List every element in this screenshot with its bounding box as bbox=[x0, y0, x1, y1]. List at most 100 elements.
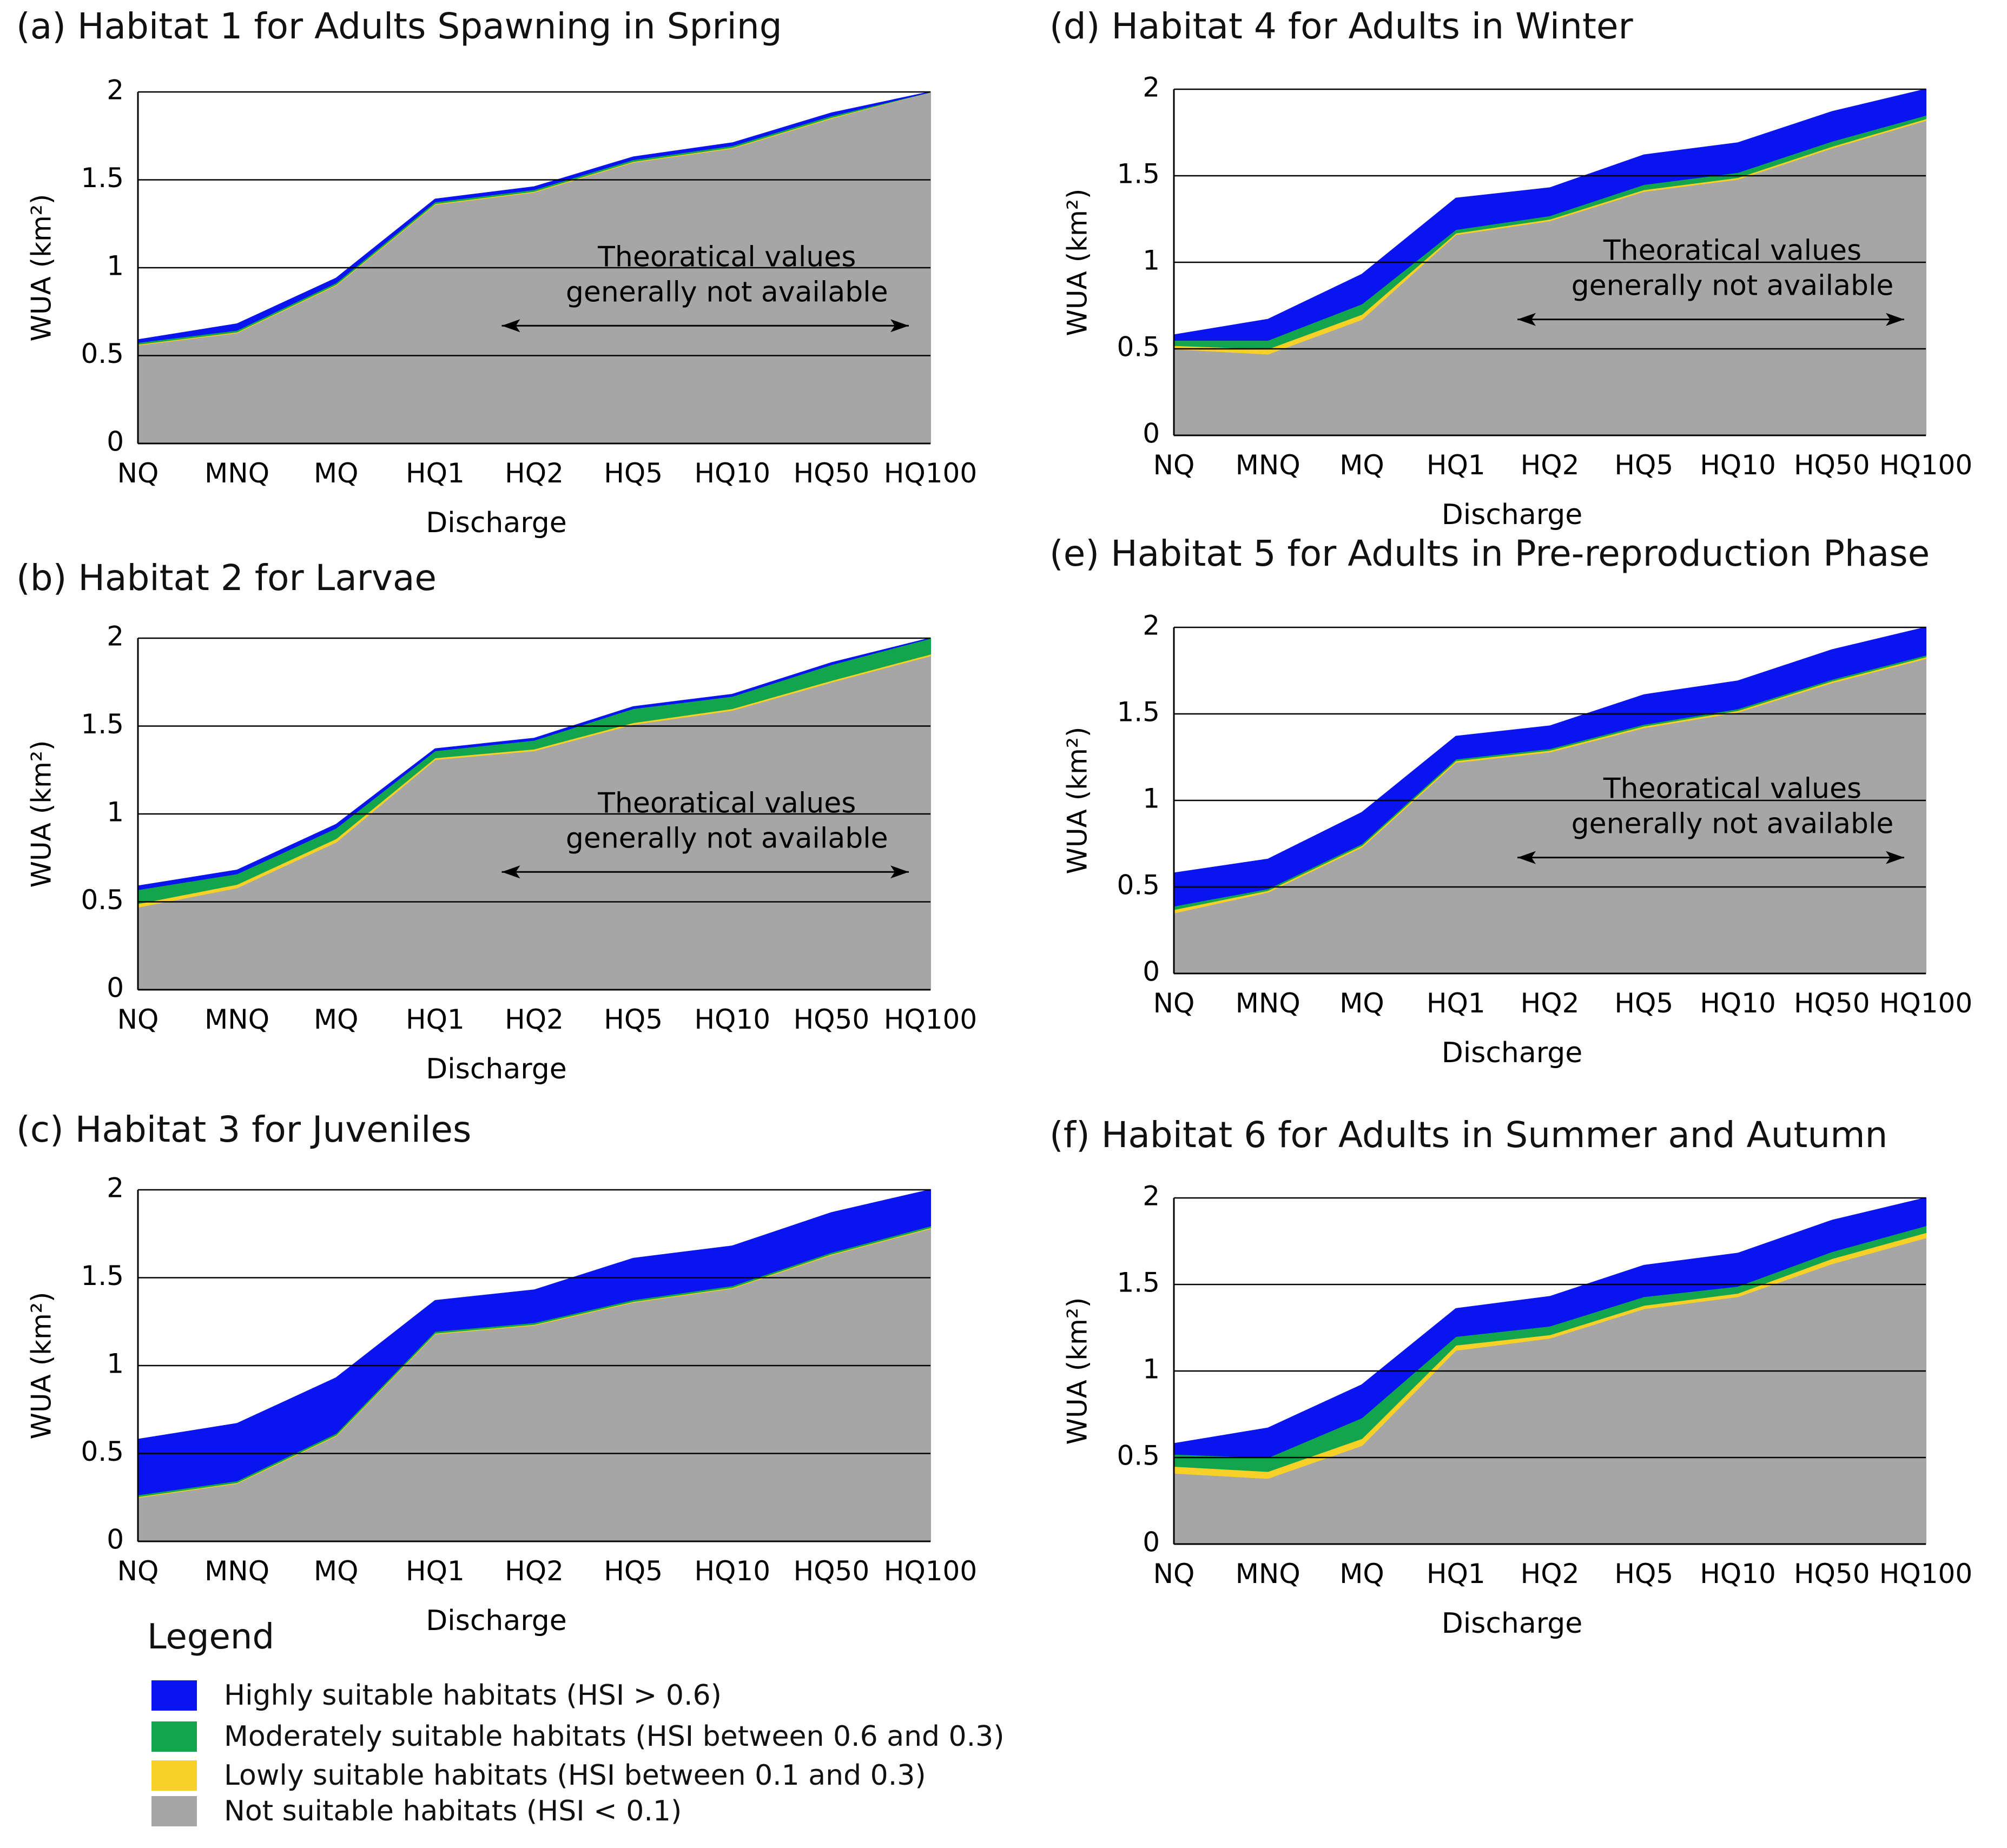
area-highly-habitats bbox=[137, 91, 931, 343]
x-tick-label: HQ5 bbox=[604, 1004, 663, 1035]
x-axis-label: Discharge bbox=[1442, 1037, 1582, 1069]
annotation-text: generally not available bbox=[566, 822, 888, 855]
annotation-text: Theoratical values bbox=[597, 787, 856, 819]
chart-panel-c: (c) Habitat 3 for Juveniles 0 0.5 1 1.5 2 NQ M… bbox=[11, 1109, 1017, 1650]
y-tick-label: 2 bbox=[107, 75, 124, 106]
y-tick-label: 1 bbox=[107, 1348, 124, 1380]
x-tick-label: HQ100 bbox=[1879, 1558, 1972, 1589]
area-highly-habitats bbox=[137, 1189, 931, 1496]
x-tick-label: HQ10 bbox=[694, 458, 770, 489]
x-tick-label: NQ bbox=[117, 458, 159, 489]
y-tick-label: 1.5 bbox=[1117, 697, 1160, 728]
arrowhead-right-icon bbox=[890, 865, 909, 879]
y-tick-label: 0 bbox=[1143, 956, 1160, 988]
arrowhead-right-icon bbox=[890, 319, 909, 333]
y-tick-label: 1 bbox=[1143, 783, 1160, 814]
y-tick-label: 2 bbox=[1143, 72, 1160, 103]
x-tick-label: HQ50 bbox=[794, 458, 870, 489]
legend-swatch-moderately bbox=[151, 1721, 197, 1752]
x-tick-label: HQ100 bbox=[884, 458, 977, 489]
x-tick-label: HQ1 bbox=[406, 1555, 465, 1587]
x-tick-label: HQ100 bbox=[884, 1004, 977, 1035]
annotation-text: Theoratical values bbox=[1603, 235, 1861, 267]
x-tick-label: HQ1 bbox=[1427, 1558, 1486, 1589]
legend-label: Moderately suitable habitats (HSI betwee… bbox=[224, 1720, 1005, 1753]
x-tick-label: HQ100 bbox=[1879, 988, 1972, 1019]
x-tick-label: HQ1 bbox=[406, 458, 465, 489]
y-tick-label: 0 bbox=[107, 426, 124, 458]
y-tick-label: 0.5 bbox=[1117, 870, 1160, 901]
x-axis-label: Discharge bbox=[1442, 1607, 1582, 1640]
area-not-habitats bbox=[1173, 1237, 1926, 1545]
y-tick-label: 1.5 bbox=[1117, 1267, 1160, 1299]
x-tick-label: MQ bbox=[314, 1555, 359, 1587]
y-axis-label: WUA (km²) bbox=[26, 194, 57, 342]
x-tick-label: HQ2 bbox=[505, 458, 564, 489]
chart-plot: 0 0.5 1 1.5 2 NQ MNQ MQ HQ1 HQ2 HQ5 HQ10 HQ50 HQ100 Di… bbox=[26, 621, 978, 1086]
x-tick-label: HQ2 bbox=[1521, 1558, 1580, 1589]
chart-plot: 0 0.5 1 1.5 2 NQ MNQ MQ HQ1 HQ2 HQ5 HQ10 HQ50 HQ100 Di… bbox=[1062, 72, 1973, 532]
x-tick-label: HQ2 bbox=[1521, 988, 1580, 1019]
y-tick-label: 0 bbox=[107, 1524, 124, 1555]
x-axis-label: Discharge bbox=[426, 507, 566, 539]
y-axis-label: WUA (km²) bbox=[26, 740, 57, 888]
x-tick-label: HQ2 bbox=[505, 1555, 564, 1587]
legend-swatch-lowly bbox=[151, 1760, 197, 1791]
annotation-text: generally not available bbox=[1572, 808, 1894, 840]
y-tick-label: 0.5 bbox=[81, 884, 124, 916]
x-tick-label: MQ bbox=[314, 458, 359, 489]
x-tick-label: NQ bbox=[117, 1555, 159, 1587]
x-tick-label: HQ1 bbox=[1427, 449, 1486, 481]
area-not-habitats bbox=[137, 1228, 931, 1542]
annotation-text: Theoratical values bbox=[1603, 773, 1861, 805]
legend-label: Not suitable habitats (HSI < 0.1) bbox=[224, 1795, 682, 1827]
y-tick-label: 0.5 bbox=[81, 1436, 124, 1467]
y-axis-label: WUA (km²) bbox=[26, 1292, 57, 1440]
chart-panel-e: (e) Habitat 5 for Adults in Pre-reproduc… bbox=[1044, 533, 2007, 1074]
x-axis-label: Discharge bbox=[426, 1605, 566, 1637]
arrowhead-left-icon bbox=[1517, 313, 1536, 326]
x-tick-label: MNQ bbox=[204, 1004, 269, 1035]
x-tick-label: MNQ bbox=[1236, 449, 1300, 481]
y-tick-label: 2 bbox=[107, 1173, 124, 1204]
x-tick-label: HQ1 bbox=[1427, 988, 1486, 1019]
y-tick-label: 0 bbox=[1143, 1527, 1160, 1558]
area-highly-habitats bbox=[1173, 1197, 1926, 1459]
arrowhead-left-icon bbox=[501, 865, 520, 879]
x-tick-label: MQ bbox=[314, 1004, 359, 1035]
x-axis-label: Discharge bbox=[1442, 499, 1582, 531]
x-tick-label: MNQ bbox=[1236, 988, 1300, 1019]
x-tick-label: MQ bbox=[1339, 1558, 1384, 1589]
x-tick-label: MNQ bbox=[1236, 1558, 1300, 1589]
y-tick-label: 1 bbox=[107, 250, 124, 282]
y-tick-label: 0.5 bbox=[1117, 332, 1160, 363]
x-tick-label: HQ10 bbox=[694, 1004, 770, 1035]
y-tick-label: 1 bbox=[107, 797, 124, 828]
x-tick-label: HQ50 bbox=[794, 1004, 870, 1035]
chart-plot: 0 0.5 1 1.5 2 NQ MNQ MQ HQ1 HQ2 HQ5 HQ10 HQ50 HQ100 Di… bbox=[26, 1173, 978, 1638]
y-tick-label: 1.5 bbox=[1117, 158, 1160, 190]
y-tick-label: 1 bbox=[1143, 245, 1160, 276]
x-tick-label: HQ5 bbox=[1614, 1558, 1673, 1589]
arrowhead-right-icon bbox=[1886, 313, 1904, 326]
legend-item-highly: Highly suitable habitats (HSI > 0.6) bbox=[151, 1678, 722, 1713]
legend-item-moderately: Moderately suitable habitats (HSI betwee… bbox=[151, 1719, 1005, 1754]
y-tick-label: 2 bbox=[1143, 1181, 1160, 1212]
y-axis-label: WUA (km²) bbox=[1062, 189, 1093, 336]
y-tick-label: 1 bbox=[1143, 1354, 1160, 1385]
chart-title: (f) Habitat 6 for Adults in Summer and A… bbox=[1049, 1114, 1888, 1156]
area-highly-habitats bbox=[1173, 626, 1926, 907]
area-highly-habitats bbox=[137, 638, 931, 890]
chart-title: (c) Habitat 3 for Juveniles bbox=[16, 1109, 472, 1150]
arrowhead-right-icon bbox=[1886, 851, 1904, 864]
x-tick-label: HQ50 bbox=[1794, 1558, 1870, 1589]
legend-item-lowly: Lowly suitable habitats (HSI between 0.1… bbox=[151, 1758, 926, 1793]
x-tick-label: HQ10 bbox=[1700, 988, 1776, 1019]
x-tick-label: MQ bbox=[1339, 988, 1384, 1019]
legend-label: Highly suitable habitats (HSI > 0.6) bbox=[224, 1679, 722, 1712]
area-highly-habitats bbox=[1173, 88, 1926, 341]
annotation-text: generally not available bbox=[1572, 270, 1894, 302]
x-tick-label: HQ2 bbox=[505, 1004, 564, 1035]
x-tick-label: NQ bbox=[117, 1004, 159, 1035]
x-tick-label: NQ bbox=[1153, 988, 1195, 1019]
